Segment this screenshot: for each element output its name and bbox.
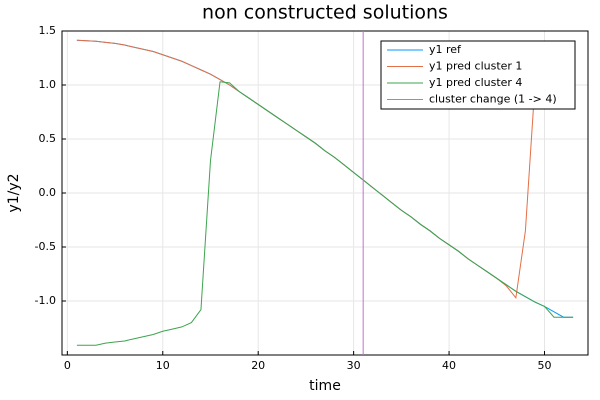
- x-tick-label: 20: [251, 359, 265, 372]
- x-axis-label: time: [309, 378, 341, 394]
- y-tick-label: -0.5: [35, 240, 56, 253]
- legend-label: y1 pred cluster 4: [429, 76, 522, 89]
- legend-label: y1 pred cluster 1: [429, 60, 522, 73]
- legend-label: cluster change (1 -> 4): [429, 93, 557, 106]
- chart-title: non constructed solutions: [202, 2, 448, 24]
- x-tick-label: 0: [64, 359, 71, 372]
- y-tick-label: 1.0: [39, 78, 57, 91]
- series-line: [76, 81, 574, 346]
- y-tick-label: -1.0: [35, 294, 56, 307]
- y-axis-label: y1/y2: [6, 173, 22, 212]
- plot-frame: [61, 30, 589, 356]
- legend-box: [380, 40, 576, 110]
- y-tick-label: 0.5: [39, 132, 57, 145]
- x-tick-label: 50: [537, 359, 551, 372]
- y-tick-label: 0.0: [39, 186, 57, 199]
- legend-label: y1 ref: [429, 43, 462, 56]
- x-tick-label: 40: [442, 359, 456, 372]
- legend: y1 ref y1 pred cluster 1 y1 pred cluster 4…: [380, 40, 576, 110]
- x-tick-label: 10: [156, 359, 170, 372]
- x-tick-label: 30: [347, 359, 361, 372]
- y-tick-label: 1.5: [39, 24, 57, 37]
